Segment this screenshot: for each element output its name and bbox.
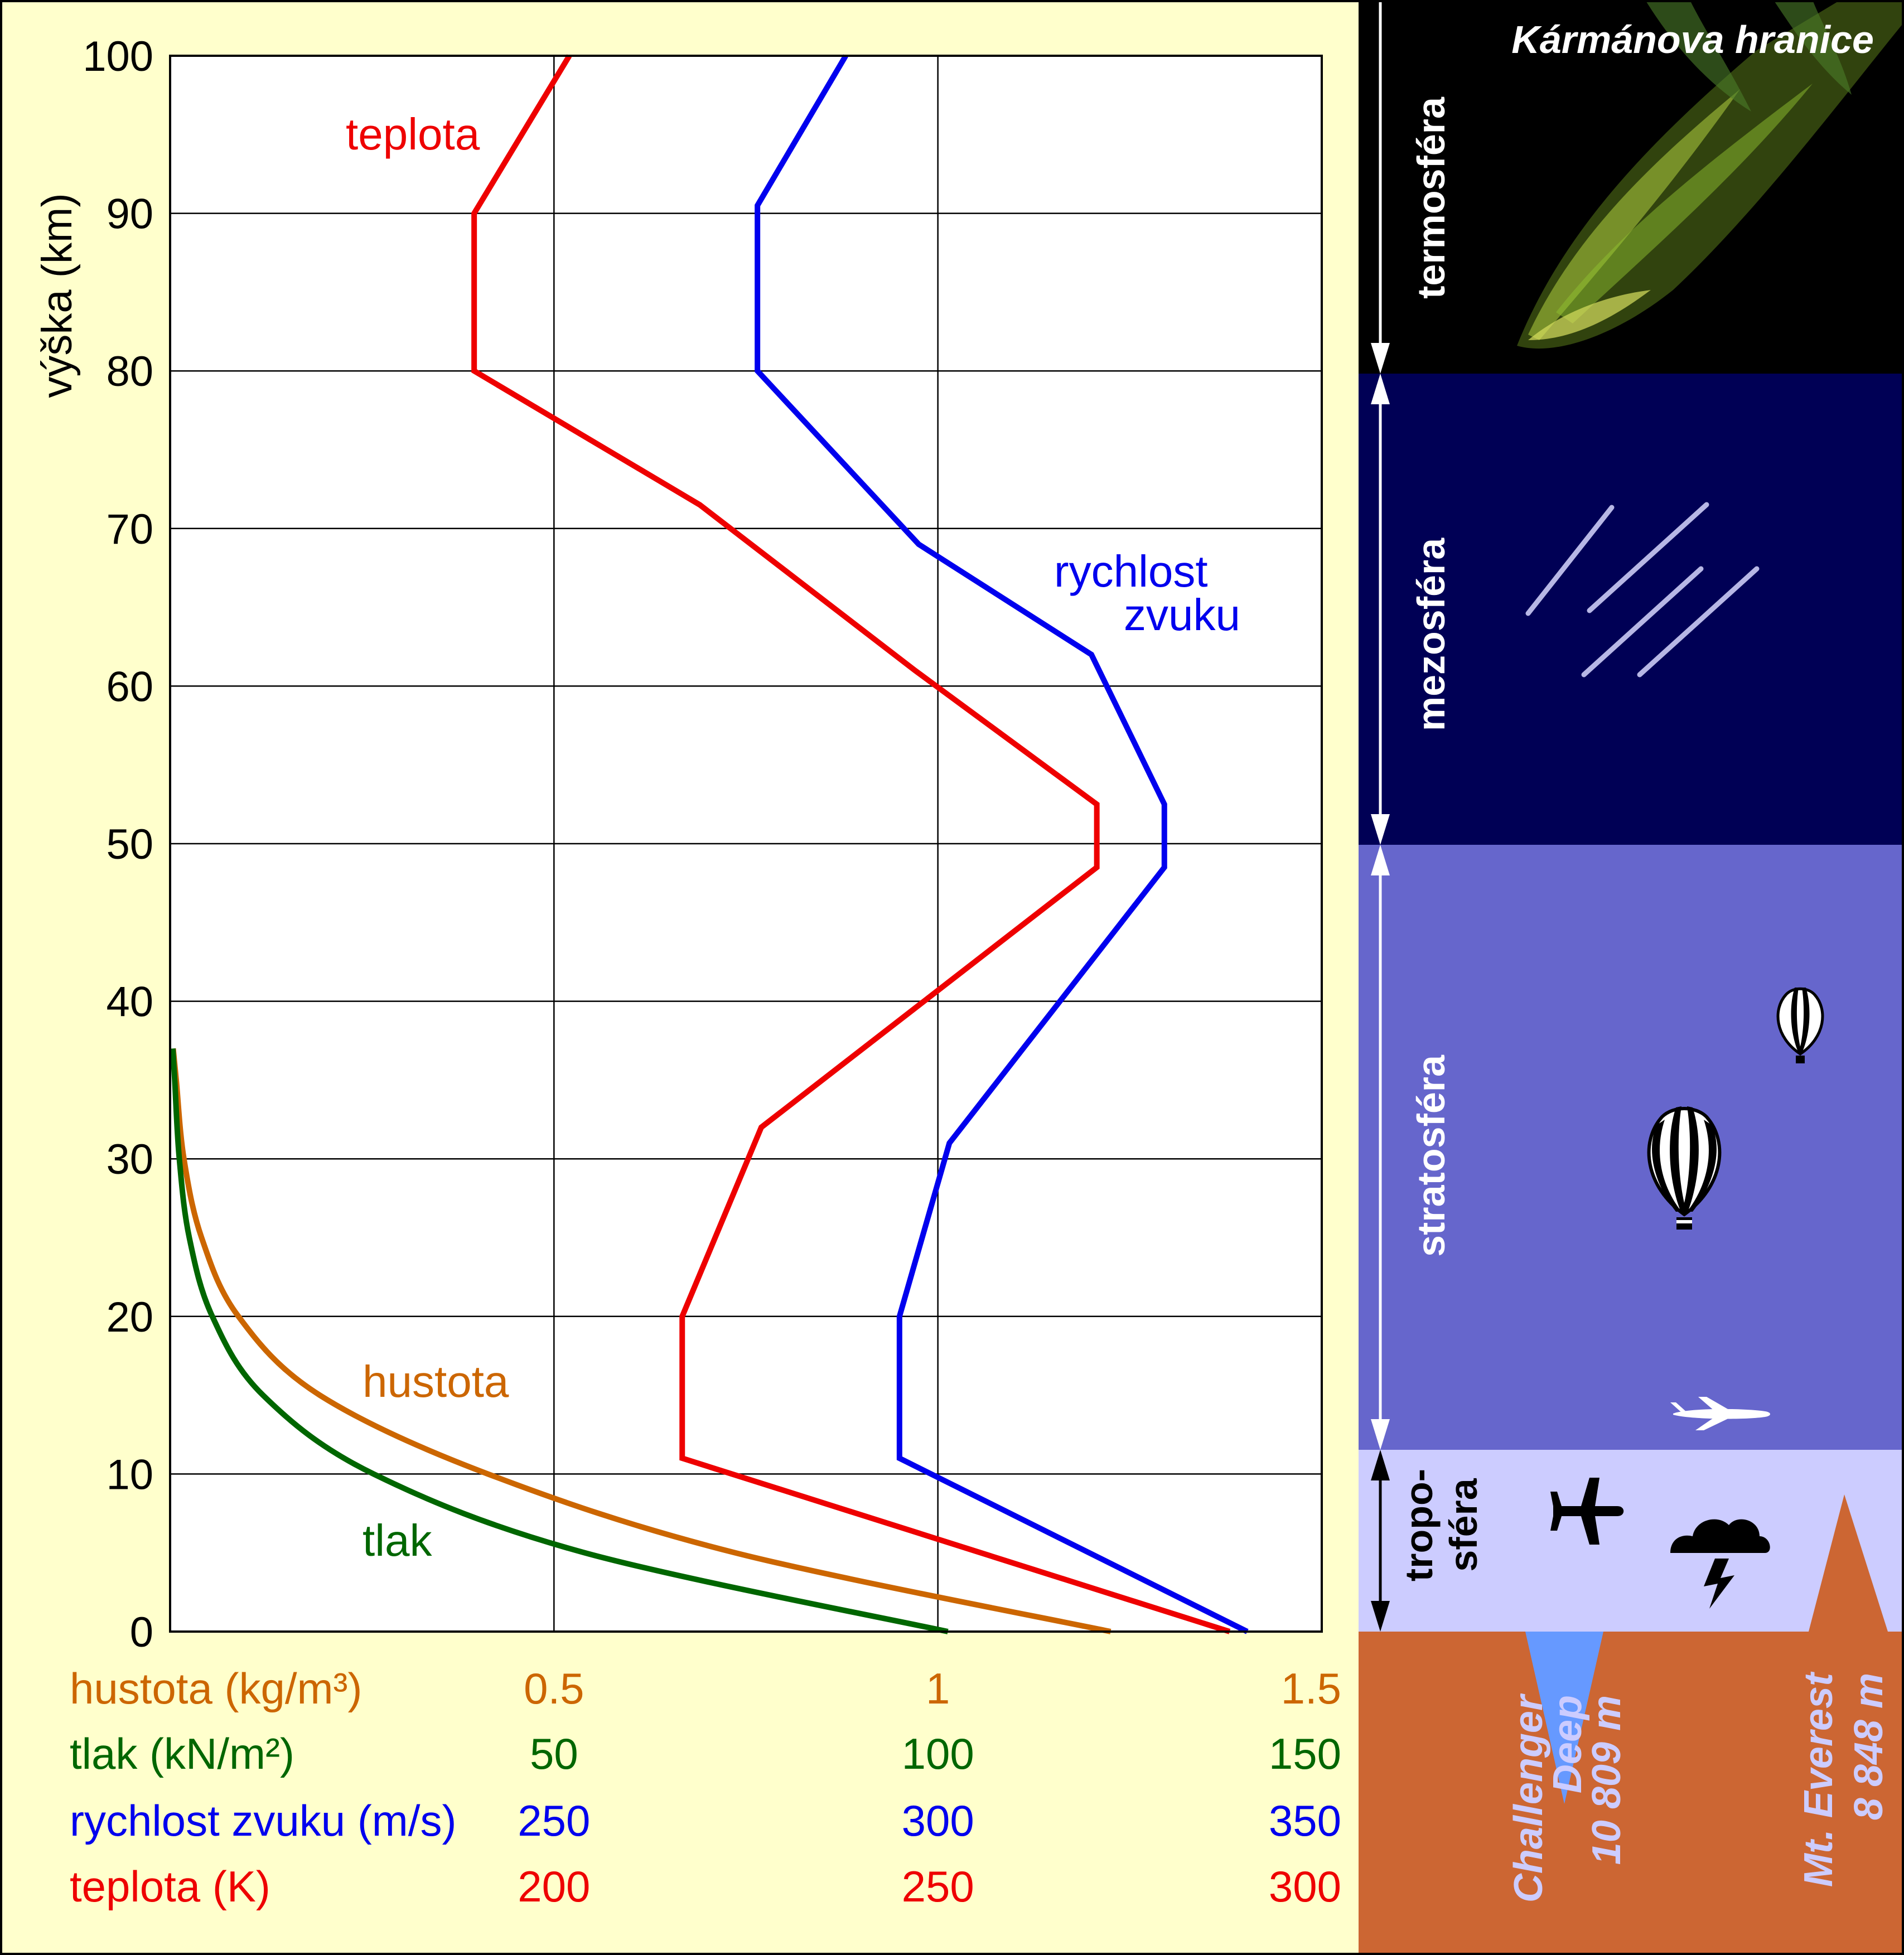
y-tick-label: 40 [106, 979, 153, 1026]
stratosfera-label: stratosféra [1409, 1054, 1453, 1257]
mezosfera-label: mezosféra [1409, 538, 1453, 731]
series-line-teplota [471, 54, 1231, 1634]
axis-tick-label: 200 [518, 1862, 590, 1911]
axis-label: teplota (K) [70, 1862, 270, 1911]
troposfera-label-line1: tropo- [1397, 1469, 1441, 1581]
y-tick-label: 30 [106, 1136, 153, 1183]
series-label-teplota: teplota [346, 109, 480, 159]
axis-tick-label: 300 [1269, 1862, 1341, 1911]
challenger-label-line3: 10 809 m [1584, 1695, 1629, 1865]
everest-label-line2: 8 848 m [1847, 1673, 1891, 1820]
series-label-tlak: tlak [363, 1516, 432, 1565]
bottom-axes: hustota (kg/m³) 0.5 1 1.5 tlak (kN/m²) 50 100 1… [70, 1664, 1341, 1911]
series-label-rychlost-zvuku: rychlost [1054, 546, 1208, 596]
series-label-rychlost-zvuku: zvuku [1124, 590, 1240, 640]
y-tick-label: 80 [106, 348, 153, 395]
axis-tick-label: 100 [902, 1729, 974, 1778]
balloon-icon [1647, 1106, 1722, 1230]
mezosfera-band [1359, 374, 1904, 845]
axis-tick-label: 1 [926, 1664, 950, 1713]
everest-mountain [1809, 1494, 1888, 1632]
series-label-hustota: hustota [363, 1357, 509, 1406]
challenger-label-line2: Deep [1545, 1695, 1590, 1793]
termosfera-label: termosféra [1409, 96, 1453, 299]
high-jet-icon [1670, 1397, 1770, 1430]
meteor-streaks [1525, 502, 1760, 678]
series-line-tlak [170, 1048, 949, 1634]
axis-tick-label: 0.5 [524, 1664, 584, 1713]
axis-tick-label: 1.5 [1281, 1664, 1341, 1713]
troposfera-band [1359, 1450, 1904, 1632]
storm-cloud-icon [1670, 1519, 1770, 1609]
series-line-hustota [170, 1048, 1112, 1634]
troposfera-label-line2: sféra [1442, 1478, 1485, 1571]
axis-tick-label: 300 [902, 1796, 974, 1845]
small-balloon-icon [1776, 987, 1824, 1063]
y-tick-label: 100 [83, 33, 153, 80]
axis-tick-label: 150 [1269, 1729, 1341, 1778]
curves [170, 54, 1249, 1634]
axis-tick-label: 250 [902, 1862, 974, 1911]
axis-tick-label: 350 [1269, 1796, 1341, 1845]
y-tick-label: 20 [106, 1294, 153, 1341]
everest-label-line1: Mt. Everest [1796, 1671, 1841, 1887]
axis-label: rychlost zvuku (m/s) [70, 1796, 456, 1845]
y-tick-label: 50 [106, 821, 153, 868]
y-tick-label: 70 [106, 506, 153, 553]
challenger-deep-trench [1525, 1632, 1603, 1804]
axis-tick-label: 250 [518, 1796, 590, 1845]
axis-label: tlak (kN/m²) [70, 1729, 294, 1778]
grid [170, 56, 1322, 1632]
axis-tick-label: 50 [530, 1729, 578, 1778]
axis-label: hustota (kg/m³) [70, 1664, 362, 1713]
plot-frame [169, 55, 1323, 1633]
y-tick-label: 0 [130, 1609, 153, 1656]
aurora-image [1517, 0, 1904, 349]
y-axis-label: výška (km) [33, 193, 81, 398]
ground [1359, 1632, 1904, 1955]
y-tick-label: 10 [106, 1451, 153, 1498]
airplane-icon [1550, 1478, 1624, 1545]
challenger-label-line1: Challenger [1506, 1693, 1551, 1903]
y-tick-labels: 0 10 20 30 40 50 60 70 80 90 100 [83, 33, 153, 1656]
layer-arrows [1371, 0, 1390, 1632]
series-line-rychlost-zvuku [755, 54, 1249, 1634]
stratosfera-band [1359, 845, 1904, 1450]
y-tick-label: 90 [106, 191, 153, 238]
y-tick-label: 60 [106, 663, 153, 710]
karman-line-label: Kármánova hranice [1511, 18, 1874, 61]
